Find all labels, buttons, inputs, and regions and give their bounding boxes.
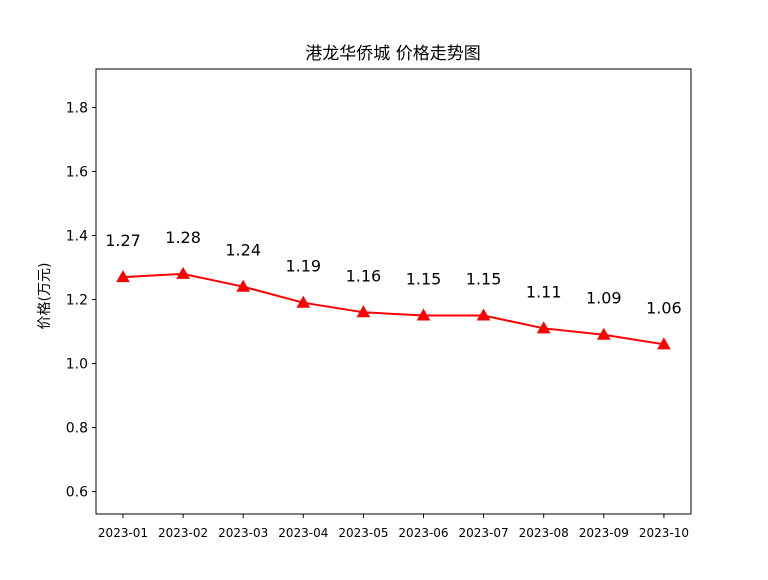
plot-frame (95, 68, 692, 515)
x-tick-label: 2023-07 (459, 526, 509, 540)
y-tick-label: 1.2 (66, 293, 88, 309)
y-axis-label: 价格(万元) (37, 263, 53, 330)
x-tick-label: 2023-02 (158, 526, 208, 540)
data-point-marker (657, 337, 671, 350)
data-point-marker (596, 327, 611, 340)
y-tick-label: 1.6 (66, 164, 88, 180)
data-point-marker (536, 321, 551, 334)
data-label: 1.16 (346, 266, 382, 285)
y-tick-label: 1.4 (66, 228, 88, 244)
x-tick-label: 2023-03 (218, 526, 268, 540)
series-line (122, 272, 665, 346)
data-point-marker (356, 305, 371, 318)
data-label: 1.28 (165, 228, 201, 247)
data-point-marker (176, 266, 190, 279)
x-tick-label: 2023-10 (639, 526, 689, 540)
data-label: 1.09 (586, 289, 622, 308)
data-label: 1.11 (526, 282, 562, 301)
x-tick-label: 2023-04 (278, 526, 328, 540)
data-point-marker (296, 295, 311, 308)
y-tick-label: 1.0 (66, 357, 88, 373)
data-point-marker (236, 279, 251, 292)
x-tick-label: 2023-09 (579, 526, 629, 540)
data-label: 1.15 (466, 270, 502, 289)
data-point-marker (416, 308, 431, 321)
x-tick-label: 2023-01 (98, 526, 148, 540)
data-point-marker (116, 270, 130, 283)
data-label: 1.24 (225, 241, 261, 260)
y-tick-label: 1.8 (66, 100, 88, 116)
data-label: 1.27 (105, 231, 141, 250)
chart-title: 港龙华侨城 价格走势图 (305, 44, 480, 64)
x-tick-label: 2023-08 (519, 526, 569, 540)
plot-area: 0.6 0.8 1.0 1.2 1.4 1.6 1.8 2023-01 2023-02 2023-… (66, 68, 692, 540)
data-point-marker (476, 308, 491, 321)
y-tick-label: 0.6 (66, 485, 88, 501)
data-label: 1.06 (646, 298, 682, 317)
data-label: 1.15 (406, 270, 442, 289)
data-label: 1.19 (285, 257, 321, 276)
y-tick-label: 0.8 (66, 421, 88, 437)
x-tick-label: 2023-06 (398, 526, 448, 540)
x-tick-label: 2023-05 (338, 526, 388, 540)
